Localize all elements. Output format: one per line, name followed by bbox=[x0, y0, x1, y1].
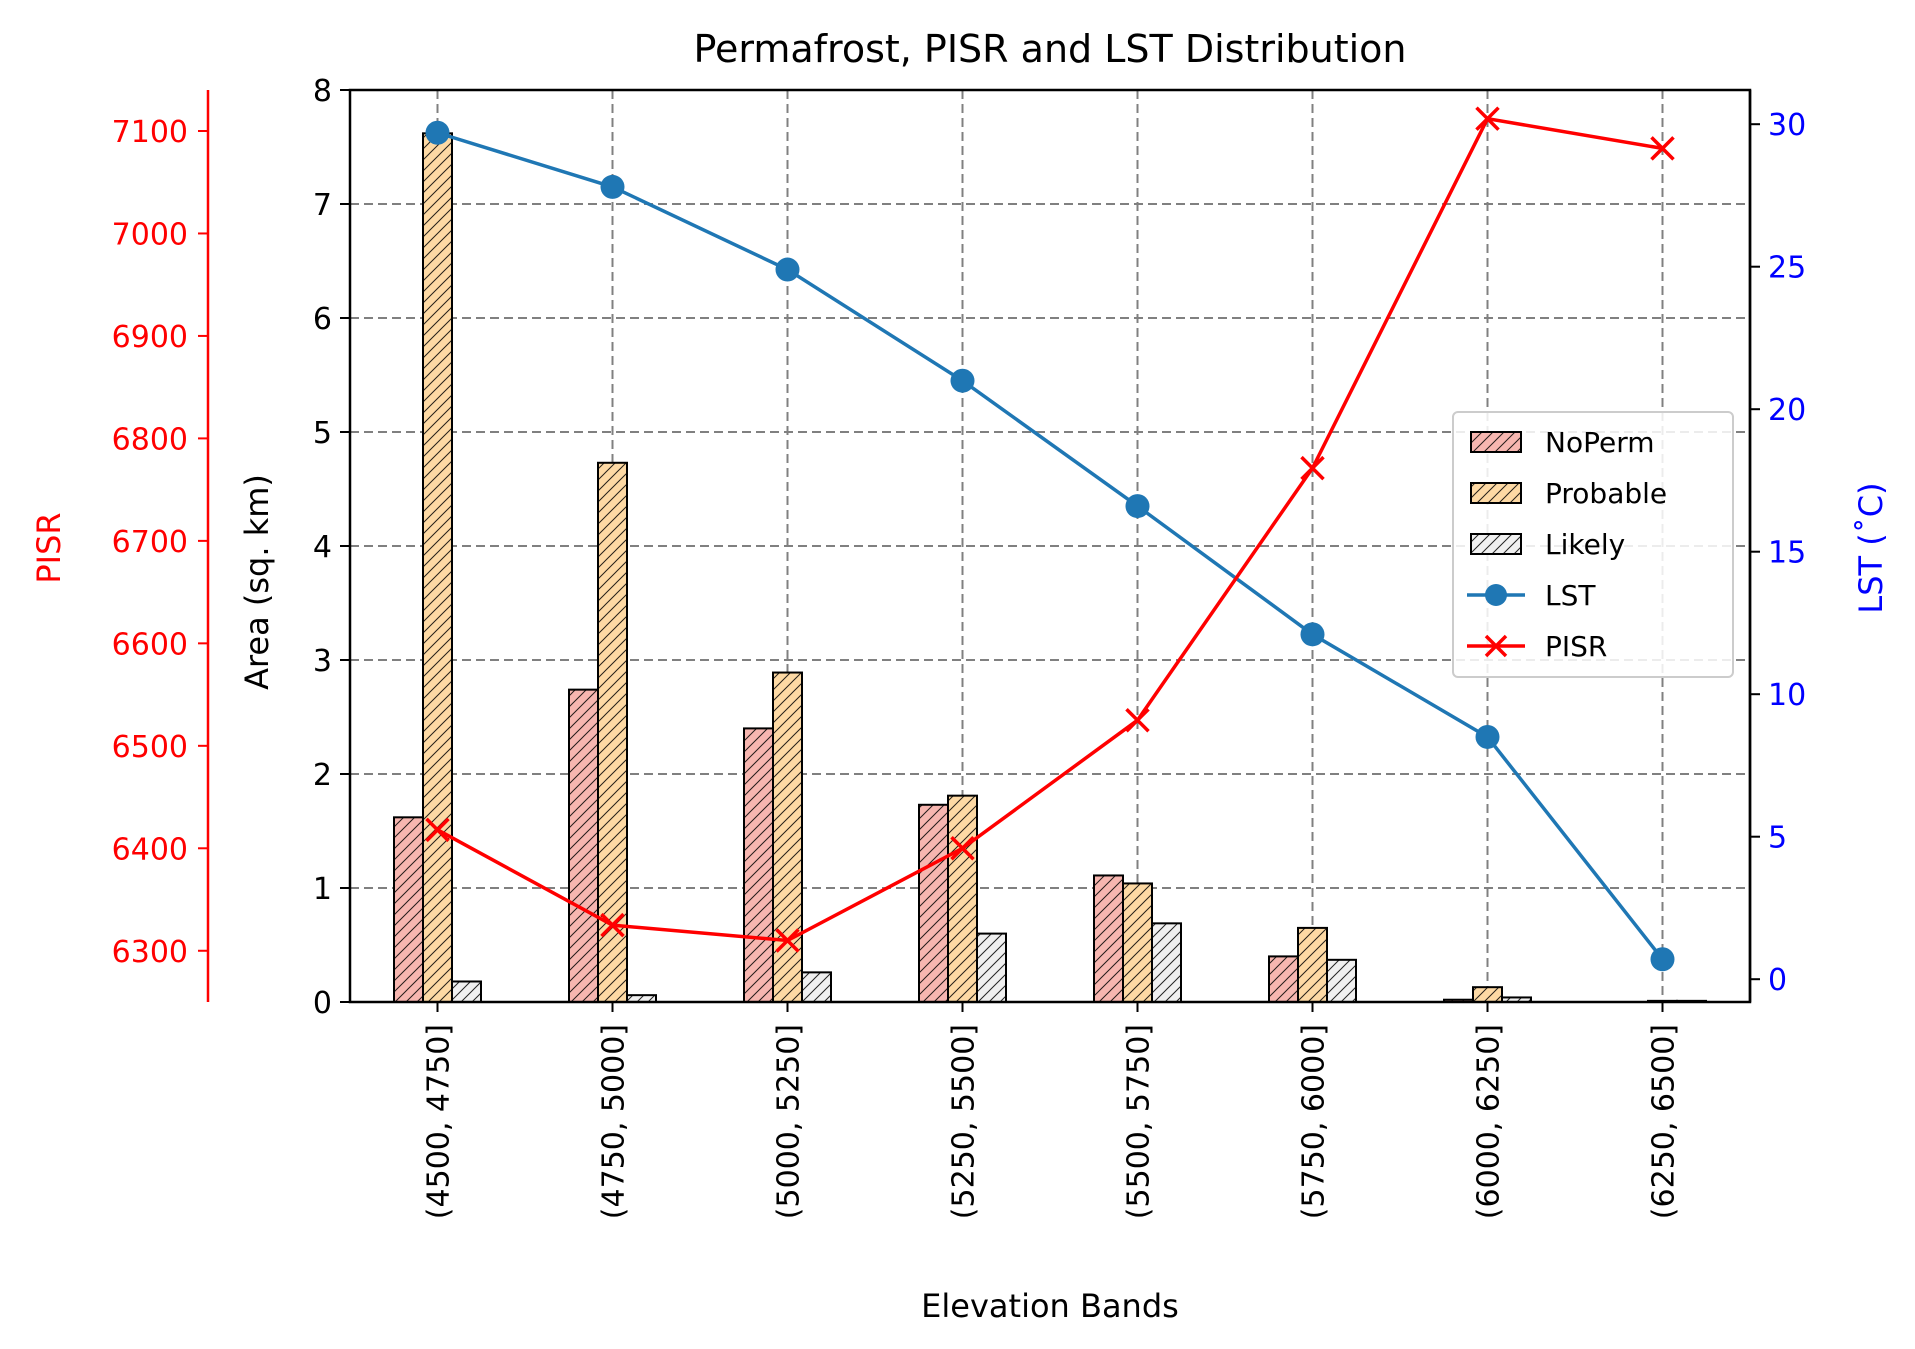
legend-marker bbox=[1485, 584, 1507, 606]
x-tick-label: (4500, 4750] bbox=[422, 1024, 457, 1219]
lst-tick-label: 0 bbox=[1768, 963, 1787, 998]
bar-hatch-likely bbox=[451, 980, 482, 1003]
bar-hatch-probable bbox=[1122, 882, 1153, 1003]
y-tick-label: 7 bbox=[313, 188, 332, 223]
legend-label: PISR bbox=[1545, 630, 1607, 663]
marker-pisr bbox=[600, 912, 625, 938]
chart-title: Permafrost, PISR and LST Distribution bbox=[693, 27, 1406, 71]
lst-tick-label: 10 bbox=[1768, 678, 1806, 713]
marker-pisr bbox=[1300, 455, 1325, 481]
lst-tick-label: 15 bbox=[1768, 536, 1806, 571]
marker-pisr bbox=[1650, 136, 1675, 161]
legend-label: LST bbox=[1545, 579, 1596, 612]
x-tick-label: (5500, 5750] bbox=[1122, 1024, 1157, 1219]
bar-hatch-probable bbox=[772, 671, 803, 1003]
legend-swatch-hatch bbox=[1470, 431, 1522, 453]
x-tick-label: (6250, 6500] bbox=[1647, 1024, 1682, 1219]
legend-swatch-hatch bbox=[1470, 533, 1522, 555]
legend: NoPerm Probable Likely LST PISR bbox=[1452, 411, 1734, 678]
x-tick-label: (4750, 5000] bbox=[597, 1024, 632, 1219]
marker-pisr bbox=[950, 836, 975, 861]
y-tick-label: 3 bbox=[313, 644, 332, 679]
y-axis-title: Area (sq. km) bbox=[238, 474, 276, 690]
x-tick-label: (5750, 6000] bbox=[1297, 1024, 1332, 1219]
y-tick-label: 8 bbox=[313, 74, 332, 109]
lst-tick-label: 5 bbox=[1768, 821, 1787, 856]
bar-hatch-likely bbox=[976, 932, 1007, 1003]
pisr-tick-label: 6900 bbox=[112, 320, 188, 355]
bar-hatch-probable bbox=[947, 794, 978, 1003]
legend-box bbox=[1452, 411, 1734, 678]
x-axis-title: Elevation Bands bbox=[921, 1287, 1179, 1325]
x-tick-label: (6000, 6250] bbox=[1472, 1024, 1507, 1219]
marker-pisr bbox=[1125, 707, 1150, 733]
marker-lst bbox=[775, 257, 800, 282]
x-tick-label: (5250, 5500] bbox=[947, 1024, 982, 1219]
lst-tick-label: 25 bbox=[1768, 251, 1806, 286]
bar-hatch-noperm bbox=[1093, 874, 1124, 1004]
y-tick-label: 2 bbox=[313, 758, 332, 793]
bar-hatch-probable bbox=[597, 461, 628, 1003]
pisr-tick-label: 6700 bbox=[112, 525, 188, 560]
pisr-tick-label: 7100 bbox=[112, 115, 188, 150]
line-pisr bbox=[436, 116, 1663, 943]
y-tick-label: 4 bbox=[313, 530, 332, 565]
pisr-tick-label: 6300 bbox=[112, 935, 188, 970]
pisr-tick-label: 7000 bbox=[112, 217, 188, 252]
lst-tick-label: 20 bbox=[1768, 393, 1806, 428]
legend-label: Likely bbox=[1545, 528, 1625, 561]
pisr-axis-title: PISR bbox=[30, 512, 68, 583]
bar-hatch-likely bbox=[1151, 922, 1182, 1004]
pisr-tick-label: 6600 bbox=[112, 627, 188, 662]
x-tick-label: (5000, 5250] bbox=[772, 1024, 807, 1219]
bar-hatch-noperm bbox=[1268, 955, 1299, 1004]
marker-lst bbox=[600, 174, 625, 199]
bar-hatch-probable bbox=[422, 132, 453, 1003]
marker-lst bbox=[1650, 947, 1675, 972]
pisr-tick-label: 6500 bbox=[112, 730, 188, 765]
y-tick-label: 0 bbox=[313, 986, 332, 1021]
marker-pisr bbox=[775, 928, 800, 953]
marker-pisr bbox=[1475, 106, 1500, 131]
pisr-tick-label: 6400 bbox=[112, 832, 188, 867]
marker-lst bbox=[1475, 724, 1500, 749]
pisr-tick-label: 6800 bbox=[112, 422, 188, 457]
marker-lst bbox=[1300, 622, 1325, 647]
y-tick-label: 5 bbox=[313, 416, 332, 451]
line-lst bbox=[436, 131, 1664, 961]
bar-hatch-probable bbox=[1472, 986, 1503, 1003]
legend-label: Probable bbox=[1545, 477, 1667, 510]
legend-label: NoPerm bbox=[1545, 426, 1654, 459]
marker-pisr bbox=[425, 817, 450, 843]
y-tick-label: 1 bbox=[313, 872, 332, 907]
legend-swatch-hatch bbox=[1470, 482, 1522, 504]
marker-lst bbox=[425, 120, 450, 145]
y-tick-label: 6 bbox=[313, 302, 332, 337]
lst-tick-label: 30 bbox=[1768, 108, 1806, 143]
bar-hatch-noperm bbox=[568, 688, 599, 1003]
lst-axis-title: LST (˚C) bbox=[1852, 482, 1890, 613]
bar-hatch-noperm bbox=[393, 816, 424, 1003]
marker-lst bbox=[1125, 494, 1150, 519]
bar-hatch-likely bbox=[801, 971, 832, 1003]
marker-lst bbox=[950, 368, 975, 393]
bar-hatch-noperm bbox=[743, 727, 774, 1004]
legend-marker bbox=[1484, 634, 1508, 658]
bar-hatch-likely bbox=[1326, 958, 1357, 1004]
plot-area: 0 1 2 3 4 5 6 7 8 0 5 10 15 20 25 30 6300 6400 6500 6600 670… bbox=[112, 74, 1807, 1219]
bar-hatch-noperm bbox=[918, 803, 949, 1004]
bar-hatch-probable bbox=[1297, 926, 1328, 1004]
